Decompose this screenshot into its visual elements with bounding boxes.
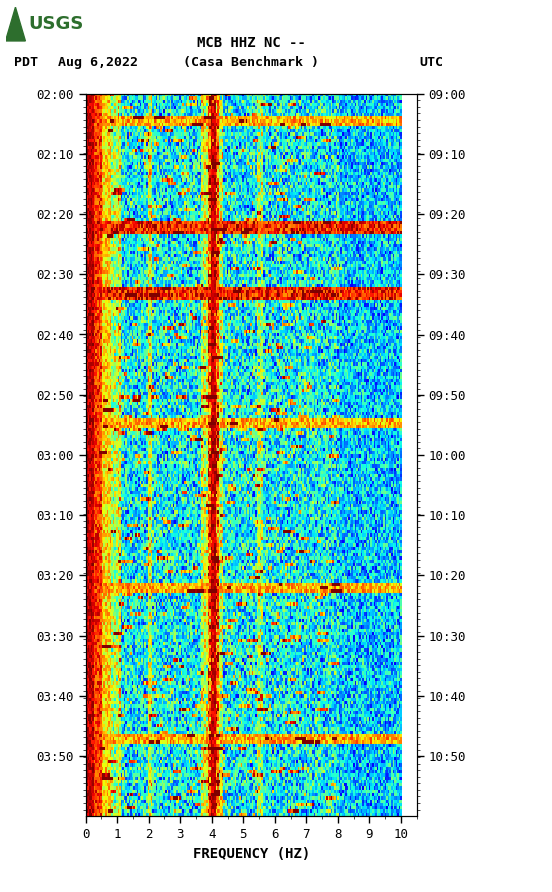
Text: Aug 6,2022: Aug 6,2022 bbox=[58, 56, 138, 69]
Text: (Casa Benchmark ): (Casa Benchmark ) bbox=[183, 56, 319, 69]
Polygon shape bbox=[6, 7, 25, 41]
Text: MCB HHZ NC --: MCB HHZ NC -- bbox=[197, 36, 306, 50]
Text: USGS: USGS bbox=[29, 15, 84, 33]
X-axis label: FREQUENCY (HZ): FREQUENCY (HZ) bbox=[193, 847, 310, 861]
Text: PDT: PDT bbox=[14, 56, 38, 69]
Text: UTC: UTC bbox=[420, 56, 443, 69]
